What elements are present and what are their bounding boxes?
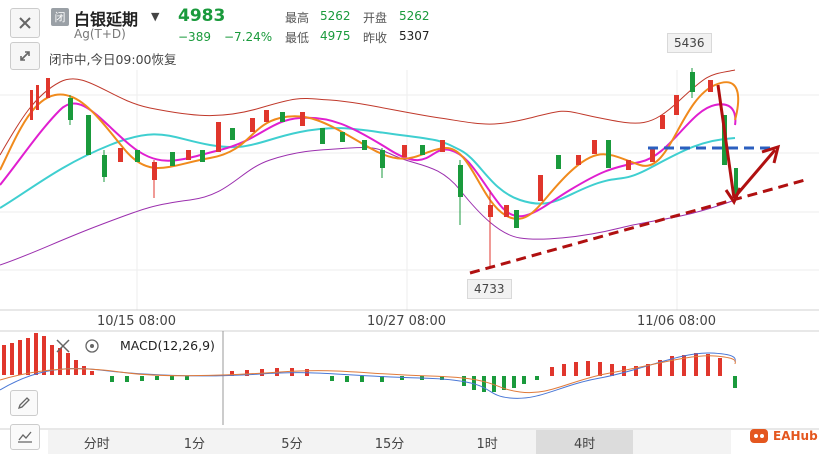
quote-label-open: 开盘 xyxy=(363,11,388,25)
quote-value-prevclose: 5307 xyxy=(399,29,430,43)
tab-5min[interactable]: 5分 xyxy=(281,436,303,452)
rise-arrow-head xyxy=(761,144,781,164)
market-status: 闭市中,今日09:00恢复 xyxy=(49,52,177,67)
ma-orange xyxy=(0,81,740,220)
ma-cyan xyxy=(0,127,736,209)
price-change-percent: −7.24% xyxy=(224,30,273,44)
draw-button[interactable] xyxy=(10,390,38,416)
low-price-tag: 4733 xyxy=(467,279,512,299)
tab-timeshare[interactable]: 分时 xyxy=(83,436,110,452)
ma-magenta xyxy=(0,102,737,218)
period-tabs: 分时 1分 5分 15分 1时 4时 xyxy=(48,430,731,454)
quote-value-high: 5262 xyxy=(320,9,351,23)
support-trendline xyxy=(469,178,806,275)
quote-label-prevclose: 昨收 xyxy=(363,31,388,45)
logo-icon xyxy=(750,429,768,443)
high-price-tag: 5436 xyxy=(667,33,712,53)
last-price: 4983 xyxy=(178,6,226,26)
quote-label-low: 最低 xyxy=(285,31,310,45)
tab-15min[interactable]: 15分 xyxy=(374,436,405,452)
quote-value-open: 5262 xyxy=(399,9,430,23)
instrument-code: Ag(T+D) xyxy=(74,27,126,41)
x-tick-3: 11/06 08:00 xyxy=(637,314,717,329)
crosshair-close-icon xyxy=(56,339,70,353)
price-change: −389 xyxy=(178,30,211,44)
pencil-icon xyxy=(17,397,30,410)
expand-button[interactable] xyxy=(10,42,40,70)
quote-value-low: 4975 xyxy=(320,29,351,43)
macd-indicator-label[interactable]: MACD(12,26,9) xyxy=(120,338,215,353)
candles xyxy=(30,68,738,268)
market-closed-badge: 闭 xyxy=(51,8,69,26)
target-icon xyxy=(85,339,99,353)
logo-text: EAHub xyxy=(773,429,818,443)
macd-signal xyxy=(0,355,736,394)
close-icon xyxy=(19,17,31,29)
tab-4hour[interactable]: 4时 xyxy=(535,430,634,454)
x-tick-2: 10/27 08:00 xyxy=(367,314,447,329)
indicator-button[interactable] xyxy=(10,424,40,450)
rise-arrow-line xyxy=(732,149,777,199)
instrument-title[interactable]: 白银延期 xyxy=(74,10,139,29)
tab-1hour[interactable]: 1时 xyxy=(476,436,498,452)
indicator-icon xyxy=(18,431,32,443)
drop-arrow-line xyxy=(716,84,736,199)
expand-icon xyxy=(20,51,30,61)
close-button[interactable] xyxy=(10,8,40,38)
bollinger-lower xyxy=(0,147,736,266)
macd-histogram xyxy=(2,333,737,392)
chevron-down-icon[interactable]: ▼ xyxy=(151,10,160,23)
quote-label-high: 最高 xyxy=(285,11,310,25)
bollinger-upper xyxy=(0,69,736,156)
tab-1min[interactable]: 1分 xyxy=(183,436,205,452)
eahub-logo: EAHub xyxy=(749,427,818,445)
x-tick-1: 10/15 08:00 xyxy=(97,314,177,329)
tab-more[interactable] xyxy=(633,430,731,454)
